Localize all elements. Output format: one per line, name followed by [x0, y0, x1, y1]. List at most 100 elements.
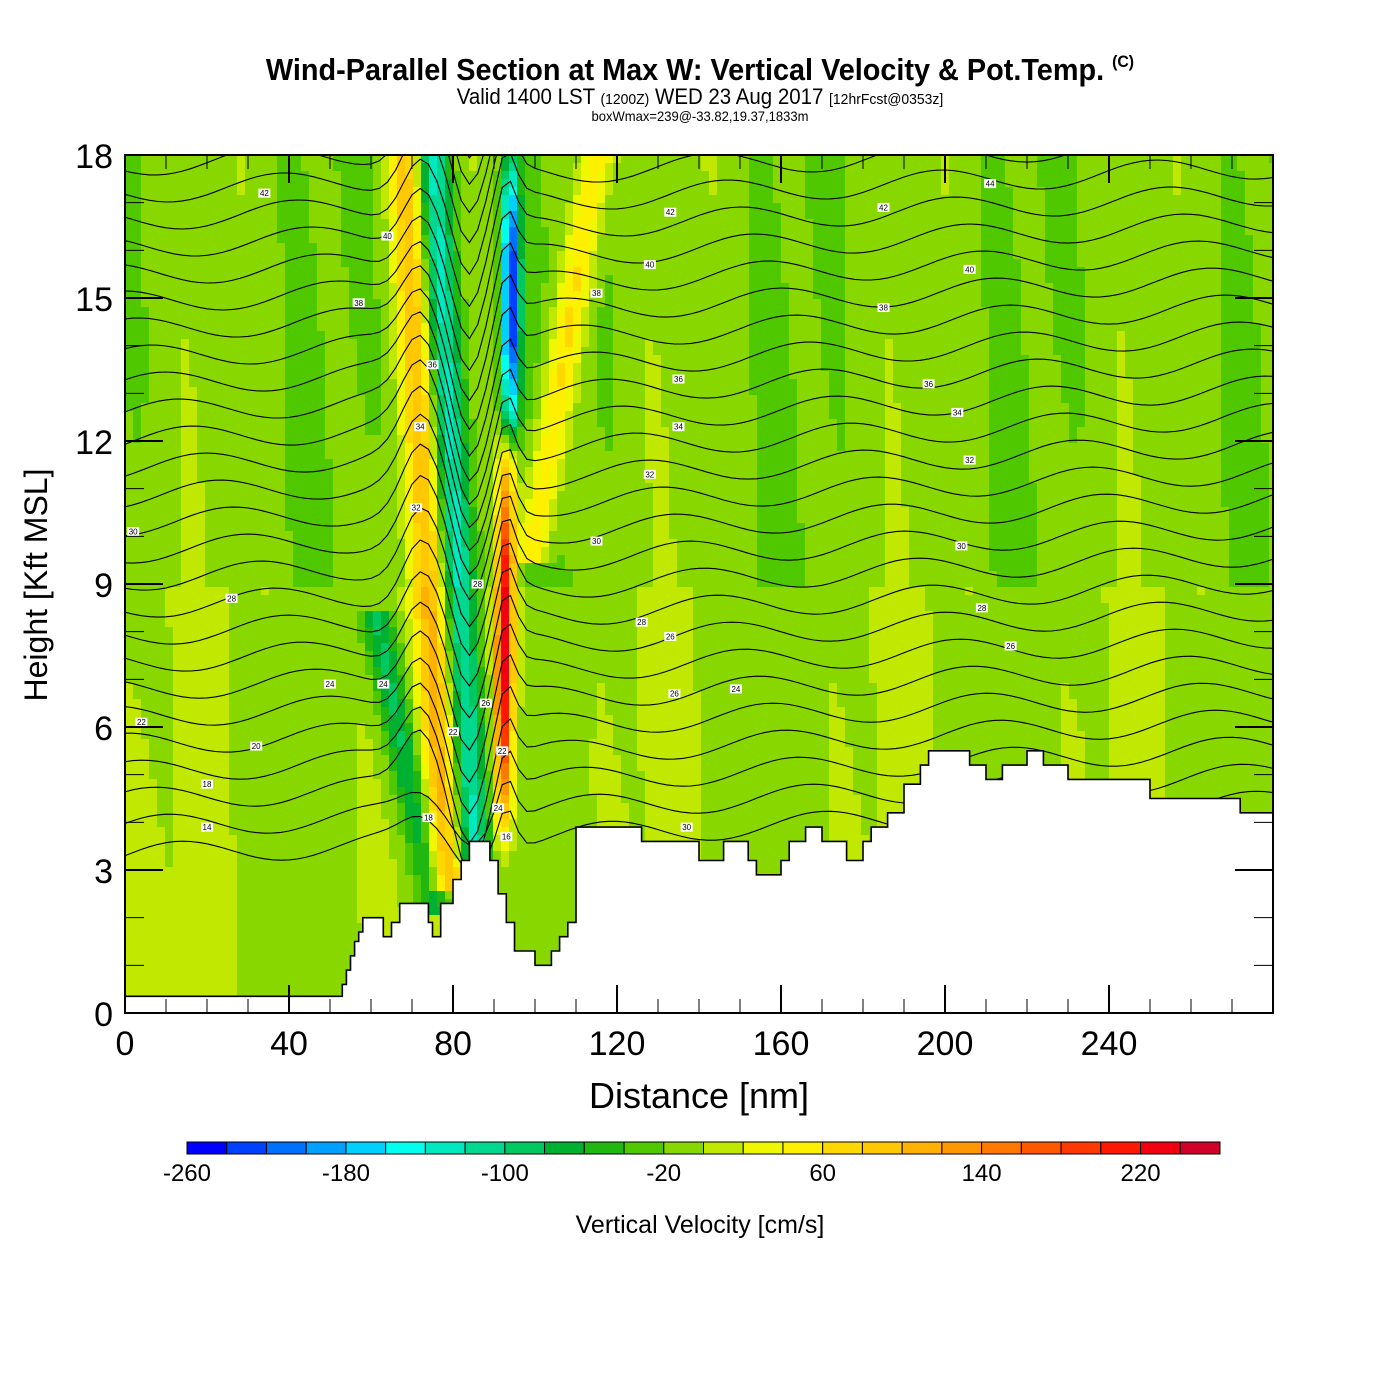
velocity-cell	[781, 179, 790, 188]
velocity-cell	[797, 267, 806, 276]
velocity-cell	[1037, 171, 1046, 180]
velocity-cell	[437, 291, 446, 300]
velocity-cell	[685, 291, 694, 300]
velocity-cell	[781, 363, 790, 372]
velocity-cell	[309, 379, 318, 388]
velocity-cell	[653, 379, 662, 388]
velocity-cell	[669, 163, 678, 172]
velocity-cell	[549, 283, 558, 292]
velocity-cell	[189, 307, 198, 316]
velocity-cell	[709, 339, 718, 348]
velocity-cell	[173, 195, 182, 204]
velocity-cell	[1101, 267, 1110, 276]
velocity-cell	[141, 355, 150, 364]
velocity-cell	[221, 203, 230, 212]
velocity-cell	[829, 387, 838, 396]
velocity-cell	[373, 291, 382, 300]
velocity-cell	[653, 315, 662, 324]
velocity-cell	[829, 307, 838, 316]
velocity-cell	[789, 259, 798, 268]
velocity-cell	[781, 427, 790, 436]
velocity-cell	[941, 283, 950, 292]
velocity-cell	[445, 403, 454, 412]
velocity-cell	[389, 331, 398, 340]
velocity-cell	[701, 291, 710, 300]
velocity-cell	[989, 323, 998, 332]
velocity-cell	[965, 155, 974, 164]
velocity-cell	[1205, 371, 1214, 380]
velocity-cell	[253, 291, 262, 300]
velocity-cell	[1197, 195, 1206, 204]
velocity-cell	[365, 323, 374, 332]
velocity-cell	[717, 307, 726, 316]
velocity-cell	[509, 195, 518, 204]
velocity-cell	[1053, 307, 1062, 316]
velocity-cell	[325, 187, 334, 196]
velocity-cell	[437, 267, 446, 276]
velocity-cell	[949, 259, 958, 268]
velocity-cell	[949, 155, 958, 164]
velocity-cell	[645, 243, 654, 252]
velocity-cell	[1093, 315, 1102, 324]
velocity-cell	[885, 315, 894, 324]
velocity-cell	[1061, 203, 1070, 212]
velocity-cell	[237, 243, 246, 252]
velocity-cell	[1237, 163, 1246, 172]
velocity-cell	[237, 179, 246, 188]
velocity-cell	[1229, 203, 1238, 212]
velocity-cell	[1053, 251, 1062, 260]
velocity-cell	[229, 403, 238, 412]
velocity-cell	[381, 339, 390, 348]
velocity-cell	[805, 395, 814, 404]
velocity-cell	[845, 427, 854, 436]
velocity-cell	[997, 395, 1006, 404]
velocity-cell	[581, 211, 590, 220]
velocity-cell	[893, 419, 902, 428]
velocity-cell	[509, 179, 518, 188]
velocity-cell	[637, 235, 646, 244]
velocity-cell	[1013, 323, 1022, 332]
velocity-cell	[645, 427, 654, 436]
velocity-cell	[1029, 179, 1038, 188]
velocity-cell	[917, 339, 926, 348]
velocity-cell	[621, 243, 630, 252]
velocity-cell	[405, 371, 414, 380]
velocity-cell	[1117, 227, 1126, 236]
velocity-cell	[149, 227, 158, 236]
velocity-cell	[125, 339, 134, 348]
velocity-cell	[133, 395, 142, 404]
velocity-cell	[373, 323, 382, 332]
velocity-cell	[581, 259, 590, 268]
velocity-cell	[1029, 275, 1038, 284]
velocity-cell	[1085, 211, 1094, 220]
velocity-cell	[405, 187, 414, 196]
velocity-cell	[701, 355, 710, 364]
velocity-cell	[1173, 227, 1182, 236]
velocity-cell	[685, 419, 694, 428]
velocity-cell	[365, 267, 374, 276]
velocity-cell	[309, 187, 318, 196]
velocity-cell	[389, 187, 398, 196]
velocity-cell	[1029, 323, 1038, 332]
velocity-cell	[317, 371, 326, 380]
velocity-cell	[1221, 347, 1230, 356]
velocity-cell	[293, 195, 302, 204]
velocity-cell	[1165, 171, 1174, 180]
velocity-cell	[941, 419, 950, 428]
velocity-cell	[1173, 419, 1182, 428]
velocity-cell	[485, 163, 494, 172]
velocity-cell	[461, 291, 470, 300]
velocity-cell	[237, 315, 246, 324]
velocity-cell	[381, 219, 390, 228]
velocity-cell	[1157, 395, 1166, 404]
velocity-cell	[285, 339, 294, 348]
velocity-cell	[597, 387, 606, 396]
velocity-cell	[461, 259, 470, 268]
velocity-cell	[901, 195, 910, 204]
velocity-cell	[1157, 259, 1166, 268]
velocity-cell	[509, 227, 518, 236]
velocity-cell	[389, 283, 398, 292]
velocity-cell	[373, 283, 382, 292]
velocity-cell	[1221, 419, 1230, 428]
velocity-cell	[501, 179, 510, 188]
